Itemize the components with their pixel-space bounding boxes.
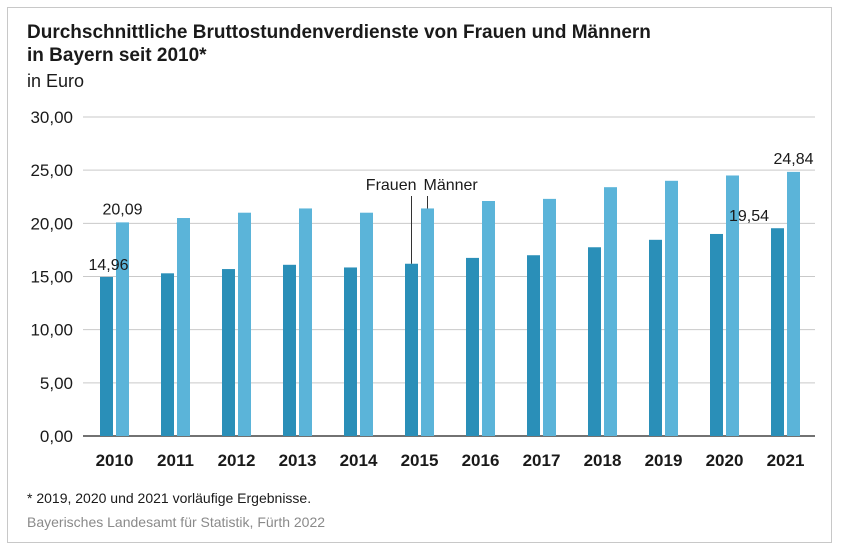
bar-maenner-2021 — [787, 171, 800, 437]
y-tick-label: 25,00 — [30, 161, 73, 180]
bar-maenner-2017 — [543, 198, 556, 436]
bar-maenner-2012 — [238, 212, 251, 436]
x-tick-label: 2014 — [340, 451, 378, 470]
data-label: 20,09 — [102, 201, 142, 218]
bar-maenner-2015 — [421, 208, 434, 436]
y-tick-label: 30,00 — [30, 108, 73, 127]
bar-maenner-2016 — [482, 201, 495, 436]
bar-frauen-2016 — [466, 257, 479, 436]
chart-subtitle: in Euro — [27, 71, 85, 91]
bar-maenner-2018 — [604, 187, 617, 436]
x-tick-label: 2016 — [462, 451, 500, 470]
bar-maenner-2013 — [299, 208, 312, 436]
data-label: 24,84 — [773, 151, 813, 168]
series-label-maenner: Männer — [424, 177, 479, 194]
bar-frauen-2013 — [283, 264, 296, 436]
chart-title-line-1: Durchschnittliche Bruttostundenverdienst… — [27, 22, 651, 43]
data-label: 19,54 — [729, 208, 769, 225]
series-label-frauen: Frauen — [366, 177, 417, 194]
bar-frauen-2021 — [771, 228, 784, 436]
x-tick-label: 2018 — [584, 451, 622, 470]
chart-title-line-2: in Bayern seit 2010* — [27, 45, 207, 66]
bar-frauen-2012 — [222, 269, 235, 436]
y-tick-label: 15,00 — [30, 268, 73, 287]
y-tick-label: 20,00 — [30, 214, 73, 233]
x-tick-label: 2011 — [157, 451, 194, 470]
footnote: * 2019, 2020 und 2021 vorläufige Ergebni… — [27, 490, 312, 506]
x-tick-label: 2021 — [767, 451, 805, 470]
bar-frauen-2019 — [649, 239, 662, 436]
bars — [100, 171, 800, 437]
y-tick-label: 10,00 — [30, 321, 73, 340]
bar-maenner-2020 — [726, 175, 739, 436]
x-tick-label: 2017 — [523, 451, 561, 470]
data-labels: 14,96 20,09 19,54 24,84 — [88, 151, 813, 274]
bar-frauen-2015 — [405, 263, 418, 436]
y-axis-tick-labels: 0,00 5,00 10,00 15,00 20,00 25,00 30,00 — [30, 108, 73, 446]
bar-maenner-2010 — [116, 222, 129, 436]
bar-frauen-2011 — [161, 273, 174, 436]
x-tick-label: 2019 — [645, 451, 683, 470]
x-tick-label: 2010 — [96, 451, 134, 470]
bar-maenner-2019 — [665, 180, 678, 436]
bar-frauen-2010 — [100, 276, 113, 436]
grid-lines — [83, 116, 815, 437]
x-axis-tick-labels: 2010 2011 2012 2013 2014 2015 2016 2017 2018 2019… — [96, 451, 805, 470]
x-tick-label: 2013 — [279, 451, 317, 470]
chart-frame — [7, 7, 832, 543]
y-tick-label: 0,00 — [40, 427, 73, 446]
bar-maenner-2014 — [360, 212, 373, 436]
data-label: 14,96 — [88, 257, 128, 274]
x-tick-label: 2020 — [706, 451, 744, 470]
x-tick-label: 2012 — [218, 451, 256, 470]
source-note: Bayerisches Landesamt für Statistik, Für… — [27, 514, 326, 530]
series-callout: Frauen Männer — [366, 177, 479, 264]
bar-frauen-2017 — [527, 255, 540, 436]
y-tick-label: 5,00 — [40, 374, 73, 393]
bar-maenner-2011 — [177, 218, 190, 436]
bar-frauen-2020 — [710, 233, 723, 436]
x-tick-label: 2015 — [401, 451, 439, 470]
bar-frauen-2014 — [344, 267, 357, 436]
bar-frauen-2018 — [588, 247, 601, 436]
chart-title: Durchschnittliche Bruttostundenverdienst… — [27, 21, 787, 67]
